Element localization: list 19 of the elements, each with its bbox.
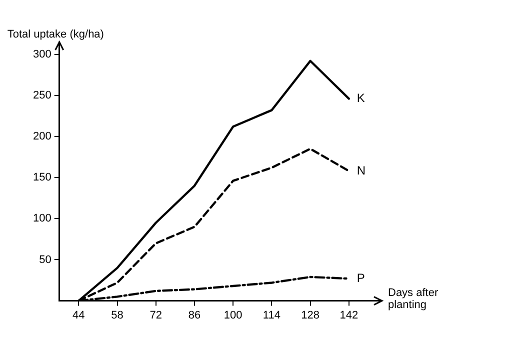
y-axis-title: Total uptake (kg/ha) xyxy=(7,28,104,41)
series-label: K xyxy=(356,91,365,105)
y-tick-label: 50 xyxy=(39,254,52,266)
series-label: N xyxy=(356,163,366,178)
x-tick-label: 142 xyxy=(340,309,358,322)
x-tick-label: 58 xyxy=(111,309,124,322)
y-tick-label: 150 xyxy=(32,172,52,184)
x-tick-label: 114 xyxy=(262,309,280,322)
y-tick-label: 200 xyxy=(32,130,52,143)
series-label: P xyxy=(356,270,365,285)
y-tick-label: 300 xyxy=(32,48,52,60)
y-tick-label: 100 xyxy=(32,212,52,225)
x-tick-label: 72 xyxy=(150,309,162,322)
x-tick-label: 128 xyxy=(301,309,320,322)
x-tick-label: 100 xyxy=(224,309,242,322)
x-tick-label: 86 xyxy=(188,309,201,322)
x-tick-label: 44 xyxy=(72,309,85,322)
x-axis-title: Days after planting xyxy=(388,286,438,311)
y-tick-label: 250 xyxy=(32,89,52,102)
